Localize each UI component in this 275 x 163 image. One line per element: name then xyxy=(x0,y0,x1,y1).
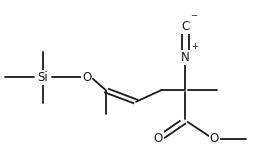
Text: O: O xyxy=(153,132,163,145)
Text: N: N xyxy=(181,51,190,64)
Text: C: C xyxy=(181,20,189,33)
Text: Si: Si xyxy=(38,71,48,84)
Text: −: − xyxy=(190,11,197,20)
Text: O: O xyxy=(82,71,92,84)
Text: +: + xyxy=(191,42,198,51)
Text: O: O xyxy=(210,132,219,145)
